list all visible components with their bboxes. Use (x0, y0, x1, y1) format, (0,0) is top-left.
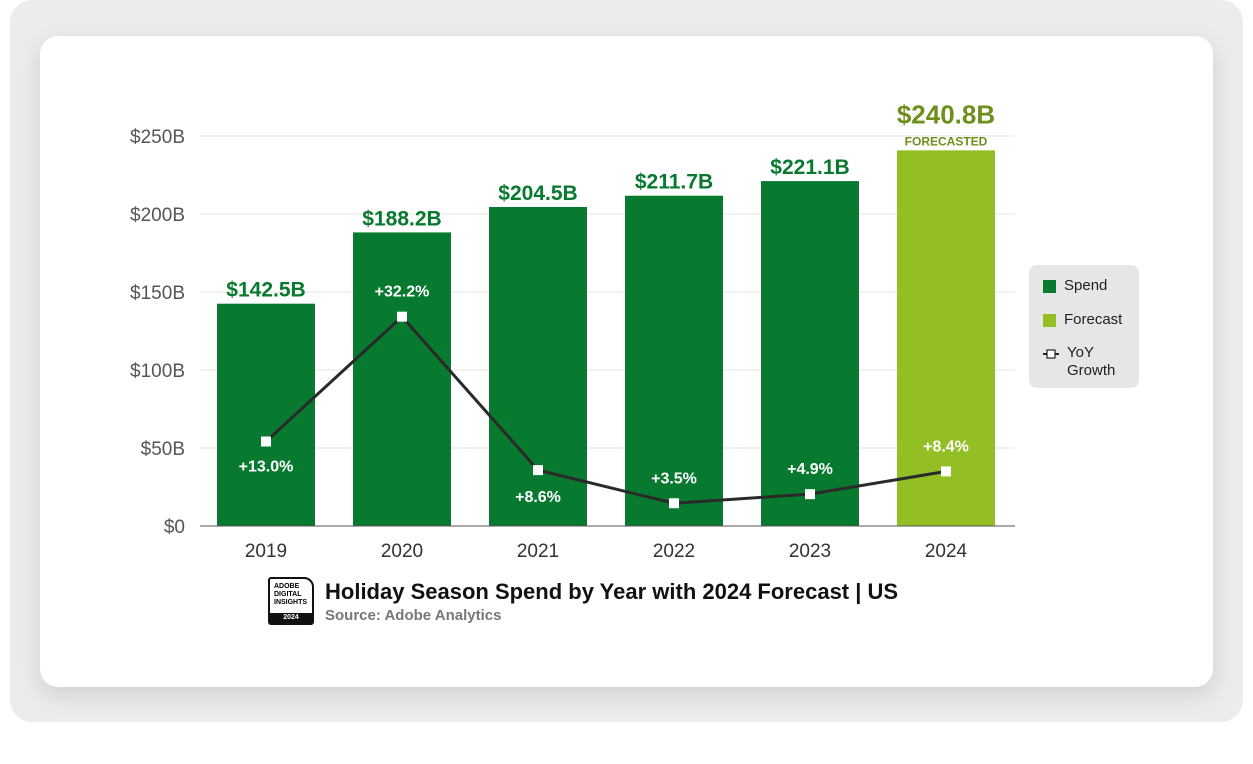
forecast-sublabel: FORECASTED (905, 134, 988, 148)
yoy-label: +4.9% (787, 461, 833, 478)
yoy-label: +8.6% (515, 489, 561, 506)
yoy-marker (533, 465, 543, 476)
bar-spend (217, 303, 315, 526)
bar-spend (761, 181, 859, 527)
yoy-marker (669, 498, 679, 509)
y-tick-label: $150B (130, 283, 185, 304)
legend-label: Forecast (1064, 311, 1123, 328)
yoy-marker (941, 466, 951, 477)
yoy-label: +32.2% (375, 284, 430, 301)
y-tick-label: $250B (130, 127, 185, 148)
x-tick-label: 2019 (245, 541, 287, 562)
x-tick-label: 2022 (653, 541, 695, 562)
chart-source: Source: Adobe Analytics (325, 607, 502, 624)
x-tick-label: 2024 (925, 541, 968, 562)
bar-value-label: $188.2B (362, 207, 441, 230)
y-tick-label: $100B (130, 361, 185, 382)
legend-item-spend: Spend (1043, 277, 1107, 294)
yoy-marker (805, 489, 815, 500)
adobe-digital-insights-logo: ADOBE DIGITAL INSIGHTS 2024 (268, 577, 314, 625)
bar-value-label: $240.8B (897, 99, 995, 129)
legend-item-forecast: Forecast (1043, 311, 1122, 328)
legend-label: YoY Growth (1067, 344, 1116, 379)
line-marker-icon (1043, 349, 1059, 359)
bar-value-label: $211.7B (635, 171, 713, 194)
yoy-label: +3.5% (651, 470, 697, 487)
legend-item-yoy: YoY Growth (1043, 344, 1127, 380)
y-tick-label: $0 (164, 517, 185, 538)
bar-value-label: $221.1B (770, 156, 849, 179)
bar-value-label: $204.5B (498, 182, 577, 205)
x-tick-label: 2023 (789, 541, 831, 562)
yoy-marker (397, 311, 407, 322)
bar-forecast (897, 150, 995, 527)
yoy-label: +8.4% (923, 438, 969, 455)
yoy-marker (261, 436, 271, 447)
yoy-line (264, 314, 947, 505)
legend-label: Spend (1064, 277, 1108, 294)
spend-swatch (1043, 280, 1056, 293)
yoy-label: +13.0% (239, 459, 294, 476)
bar-spend (625, 195, 723, 527)
chart-title: Holiday Season Spend by Year with 2024 F… (325, 579, 899, 604)
forecast-swatch (1043, 314, 1056, 327)
bar-value-label: $142.5B (226, 279, 305, 302)
x-tick-label: 2021 (517, 541, 559, 562)
legend: Spend Forecast YoY Growth (1029, 265, 1139, 388)
y-tick-label: $50B (141, 439, 185, 460)
x-tick-label: 2020 (381, 541, 423, 562)
bar-spend (353, 232, 451, 526)
y-tick-label: $200B (130, 205, 185, 226)
